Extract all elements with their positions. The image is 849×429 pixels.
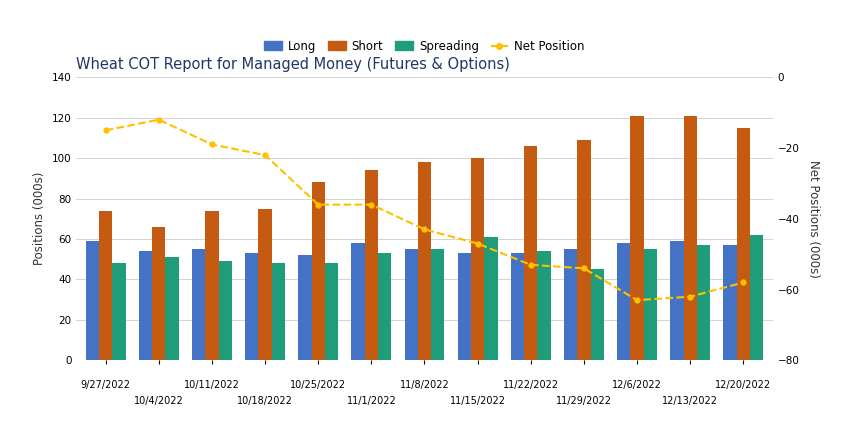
Text: 11/15/2022: 11/15/2022	[450, 396, 506, 406]
Net Position	[207, 142, 217, 147]
Bar	[617, 243, 631, 360]
Bar	[671, 241, 683, 360]
Bar	[139, 251, 152, 360]
Bar	[697, 245, 710, 360]
Bar	[312, 182, 325, 360]
Text: 10/25/2022: 10/25/2022	[290, 380, 346, 390]
Text: 10/11/2022: 10/11/2022	[184, 380, 240, 390]
Text: 11/29/2022: 11/29/2022	[556, 396, 612, 406]
Y-axis label: Net Positions (000s): Net Positions (000s)	[807, 160, 820, 278]
Text: 12/13/2022: 12/13/2022	[662, 396, 718, 406]
Bar	[112, 263, 126, 360]
Line: Net Position: Net Position	[104, 117, 745, 302]
Text: 11/1/2022: 11/1/2022	[346, 396, 396, 406]
Net Position	[313, 202, 323, 207]
Net Position	[100, 128, 110, 133]
Bar	[192, 249, 205, 360]
Bar	[564, 249, 577, 360]
Bar	[418, 162, 431, 360]
Bar	[431, 249, 444, 360]
Bar	[272, 263, 285, 360]
Bar	[577, 140, 591, 360]
Bar	[152, 227, 166, 360]
Net Position	[526, 262, 536, 267]
Bar	[351, 243, 365, 360]
Text: 9/27/2022: 9/27/2022	[81, 380, 131, 390]
Bar	[258, 208, 272, 360]
Y-axis label: Positions (000s): Positions (000s)	[33, 172, 46, 266]
Bar	[723, 245, 737, 360]
Bar	[484, 237, 498, 360]
Bar	[537, 251, 551, 360]
Bar	[405, 249, 418, 360]
Bar	[205, 211, 218, 360]
Bar	[86, 241, 99, 360]
Bar	[631, 116, 644, 360]
Text: 11/22/2022: 11/22/2022	[503, 380, 559, 390]
Net Position	[473, 241, 483, 246]
Net Position	[632, 298, 642, 303]
Bar	[245, 253, 258, 360]
Bar	[99, 211, 112, 360]
Net Position	[366, 202, 376, 207]
Bar	[365, 170, 378, 360]
Text: 12/6/2022: 12/6/2022	[612, 380, 662, 390]
Text: Wheat COT Report for Managed Money (Futures & Options): Wheat COT Report for Managed Money (Futu…	[76, 57, 510, 72]
Text: 12/20/2022: 12/20/2022	[716, 380, 772, 390]
Bar	[750, 235, 763, 360]
Net Position	[154, 117, 164, 122]
Net Position	[260, 153, 270, 158]
Bar	[511, 253, 524, 360]
Bar	[524, 146, 537, 360]
Net Position	[685, 294, 695, 299]
Bar	[644, 249, 657, 360]
Net Position	[739, 280, 749, 285]
Bar	[378, 253, 391, 360]
Bar	[683, 116, 697, 360]
Net Position	[579, 266, 589, 271]
Bar	[218, 261, 232, 360]
Bar	[166, 257, 178, 360]
Text: 10/4/2022: 10/4/2022	[134, 396, 183, 406]
Bar	[458, 253, 471, 360]
Legend: Long, Short, Spreading, Net Position: Long, Short, Spreading, Net Position	[260, 35, 589, 57]
Bar	[325, 263, 338, 360]
Net Position	[419, 227, 430, 232]
Bar	[471, 158, 484, 360]
Text: 10/18/2022: 10/18/2022	[237, 396, 293, 406]
Bar	[298, 255, 312, 360]
Bar	[591, 269, 604, 360]
Text: 11/8/2022: 11/8/2022	[400, 380, 449, 390]
Bar	[737, 128, 750, 360]
